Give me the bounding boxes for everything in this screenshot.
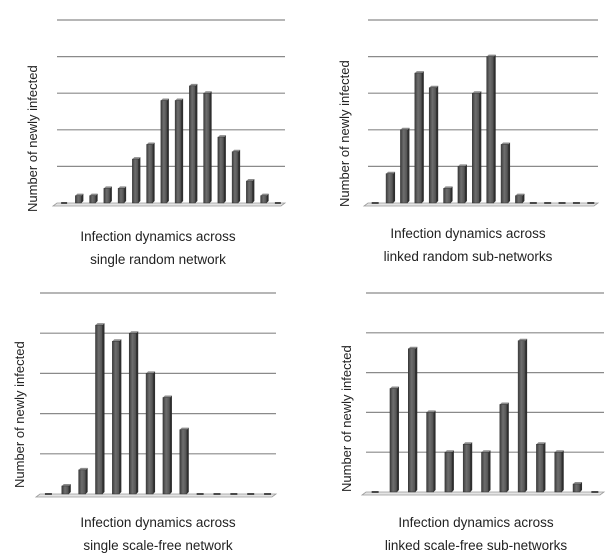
data-bar bbox=[213, 493, 221, 495]
data-bar bbox=[78, 467, 88, 495]
data-bar bbox=[75, 193, 84, 204]
data-bar bbox=[428, 85, 439, 204]
caption-line1-linked-scale-free: Infection dynamics across bbox=[398, 515, 554, 530]
caption-line2-linked-random: linked random sub-networks bbox=[384, 249, 553, 264]
plot-area-single-random bbox=[51, 19, 287, 207]
data-bar bbox=[572, 482, 583, 493]
data-bar bbox=[145, 371, 156, 495]
data-bar bbox=[472, 91, 482, 204]
data-bar bbox=[426, 410, 436, 493]
caption-line1-single-scale-free: Infection dynamics across bbox=[80, 515, 236, 530]
data-bar bbox=[371, 202, 379, 204]
data-bar bbox=[196, 493, 204, 495]
data-bar bbox=[529, 202, 537, 204]
data-bar bbox=[179, 427, 189, 495]
data-bar bbox=[400, 127, 410, 204]
chart-panel-linked-random: Number of newly infected Infection dynam… bbox=[337, 19, 600, 264]
plot-area-linked-scale-free bbox=[360, 292, 606, 496]
data-bar bbox=[128, 331, 139, 495]
data-bar bbox=[61, 202, 68, 204]
ylabel-linked-scale-free: Number of newly infected bbox=[339, 345, 354, 492]
data-bar bbox=[385, 171, 396, 204]
data-bar bbox=[189, 83, 198, 204]
data-bar bbox=[389, 386, 399, 493]
caption-line1-linked-random: Infection dynamics across bbox=[390, 226, 546, 241]
data-bar bbox=[457, 164, 467, 204]
data-bar bbox=[587, 202, 595, 204]
data-bar bbox=[486, 54, 496, 204]
data-bar bbox=[517, 338, 528, 493]
chart-floor bbox=[51, 202, 287, 207]
ylabel-linked-random: Number of newly infected bbox=[337, 60, 352, 207]
data-bar bbox=[499, 402, 509, 493]
data-bar bbox=[558, 202, 566, 204]
data-bar bbox=[160, 98, 169, 204]
data-bar bbox=[536, 442, 546, 493]
caption-line2-single-scale-free: single scale-free network bbox=[83, 538, 233, 553]
data-bar bbox=[246, 179, 255, 204]
data-bar bbox=[572, 202, 580, 204]
plot-area-linked-random bbox=[362, 19, 600, 207]
data-bar bbox=[231, 149, 241, 204]
chart-panel-single-scale-free: Number of newly infected Infection dynam… bbox=[12, 292, 278, 553]
data-bar bbox=[132, 157, 141, 204]
data-bar bbox=[103, 186, 112, 204]
caption-line2-single-random: single random network bbox=[90, 252, 226, 267]
data-bar bbox=[462, 442, 473, 493]
data-bar bbox=[500, 142, 511, 204]
ylabel-single-scale-free: Number of newly infected bbox=[12, 341, 27, 488]
data-bar bbox=[217, 135, 226, 204]
data-bar bbox=[162, 395, 172, 495]
data-bar bbox=[481, 450, 491, 493]
data-bar bbox=[61, 483, 71, 495]
data-bar bbox=[544, 202, 552, 204]
data-bar bbox=[112, 339, 122, 495]
data-bar bbox=[146, 142, 155, 204]
plot-area-single-scale-free bbox=[34, 292, 278, 498]
data-bar bbox=[117, 186, 127, 204]
data-bar bbox=[44, 493, 52, 495]
data-bar bbox=[554, 450, 564, 493]
chart-floor bbox=[34, 493, 278, 498]
data-bar bbox=[408, 346, 418, 493]
data-bar bbox=[443, 186, 453, 204]
chart-floor bbox=[360, 491, 606, 496]
data-bar bbox=[95, 323, 105, 495]
data-bar bbox=[444, 450, 454, 493]
data-bar bbox=[203, 91, 212, 204]
data-bar bbox=[274, 202, 281, 204]
data-bar bbox=[230, 493, 238, 495]
chart-panel-linked-scale-free: Number of newly infected Infection dynam… bbox=[339, 292, 606, 553]
data-bar bbox=[591, 491, 599, 493]
data-bar bbox=[264, 493, 272, 495]
caption-line1-single-random: Infection dynamics across bbox=[80, 229, 236, 244]
data-bar bbox=[247, 493, 255, 495]
data-bar bbox=[371, 491, 379, 493]
caption-line2-linked-scale-free: linked scale-free sub-networks bbox=[385, 538, 568, 553]
data-bar bbox=[89, 193, 98, 204]
ylabel-single-random: Number of newly infected bbox=[25, 65, 40, 212]
data-bar bbox=[174, 98, 184, 204]
data-bar bbox=[515, 193, 525, 204]
chart-panel-single-random: Number of newly infected Infection dynam… bbox=[25, 19, 287, 267]
data-bar bbox=[260, 193, 269, 204]
data-bar bbox=[414, 71, 424, 204]
